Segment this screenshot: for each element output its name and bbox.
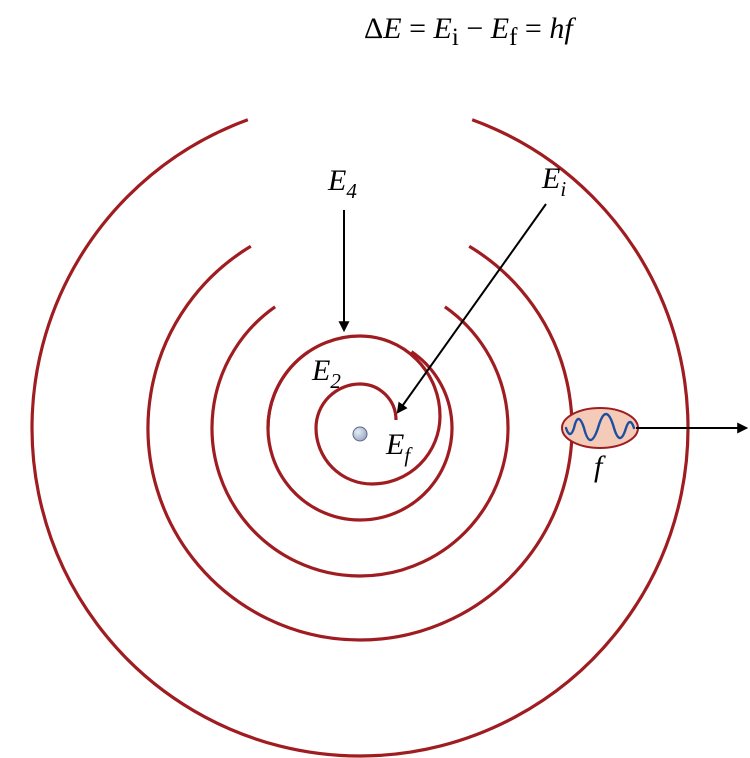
eq-sub-i: i bbox=[452, 24, 459, 51]
eq-f: f bbox=[564, 12, 572, 45]
eq-delta: Δ bbox=[364, 12, 383, 45]
eq-sub-f: f bbox=[509, 24, 517, 51]
label-ei: Ei bbox=[541, 162, 566, 201]
bohr-diagram-svg: E4 Ei E2 Ef f bbox=[0, 0, 750, 758]
label-f: f bbox=[594, 450, 606, 483]
diagram-container: E4EiE2Eff ΔE = Ei − Ef = hf bbox=[0, 0, 750, 758]
eq-minus: − bbox=[466, 12, 490, 45]
label-e4: E4 bbox=[327, 164, 357, 203]
nucleus bbox=[353, 427, 367, 441]
label-ef: Ef bbox=[385, 428, 413, 467]
eq-eq2: = bbox=[525, 12, 549, 45]
transition-spiral bbox=[268, 336, 440, 484]
eq-eq1: = bbox=[409, 12, 433, 45]
eq-E3: E bbox=[491, 12, 509, 45]
eq-E2: E bbox=[434, 12, 452, 45]
eq-h: h bbox=[549, 12, 564, 45]
arrow-ei-to-ef bbox=[398, 204, 546, 412]
label-e2: E2 bbox=[311, 354, 341, 393]
energy-equation: ΔE = Ei − Ef = hf bbox=[364, 12, 573, 52]
eq-E1: E bbox=[383, 12, 401, 45]
